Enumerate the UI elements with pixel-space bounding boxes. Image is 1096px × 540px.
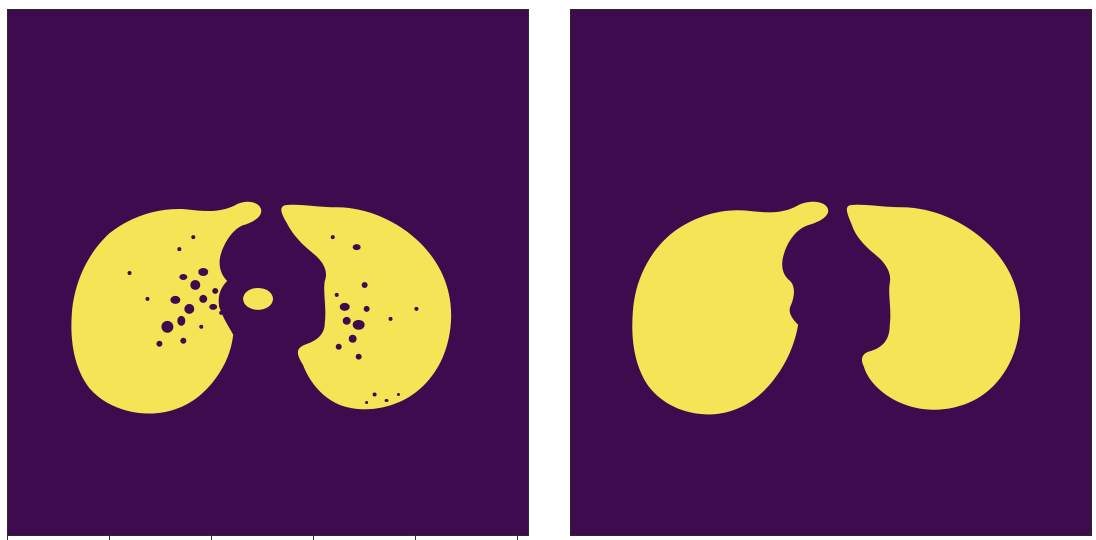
tick-mark (211, 535, 212, 540)
filled-right-lung-shape (846, 204, 1021, 410)
right-mask-svg (571, 10, 1091, 535)
left-mask-svg (8, 10, 528, 535)
tick-mark (109, 535, 110, 540)
tick-mark (7, 535, 8, 540)
left-lung-shape (71, 201, 262, 414)
tick-mark (517, 535, 518, 540)
left-panel-ticks (7, 535, 529, 540)
filled-left-lung-shape (632, 201, 829, 415)
left-image-panel (7, 9, 529, 536)
tick-mark (313, 535, 314, 540)
right-lung-holes (330, 235, 419, 404)
right-image-panel (570, 9, 1092, 536)
left-isolated-blob (243, 287, 273, 310)
tick-mark (415, 535, 416, 540)
left-lung-holes (127, 235, 224, 347)
